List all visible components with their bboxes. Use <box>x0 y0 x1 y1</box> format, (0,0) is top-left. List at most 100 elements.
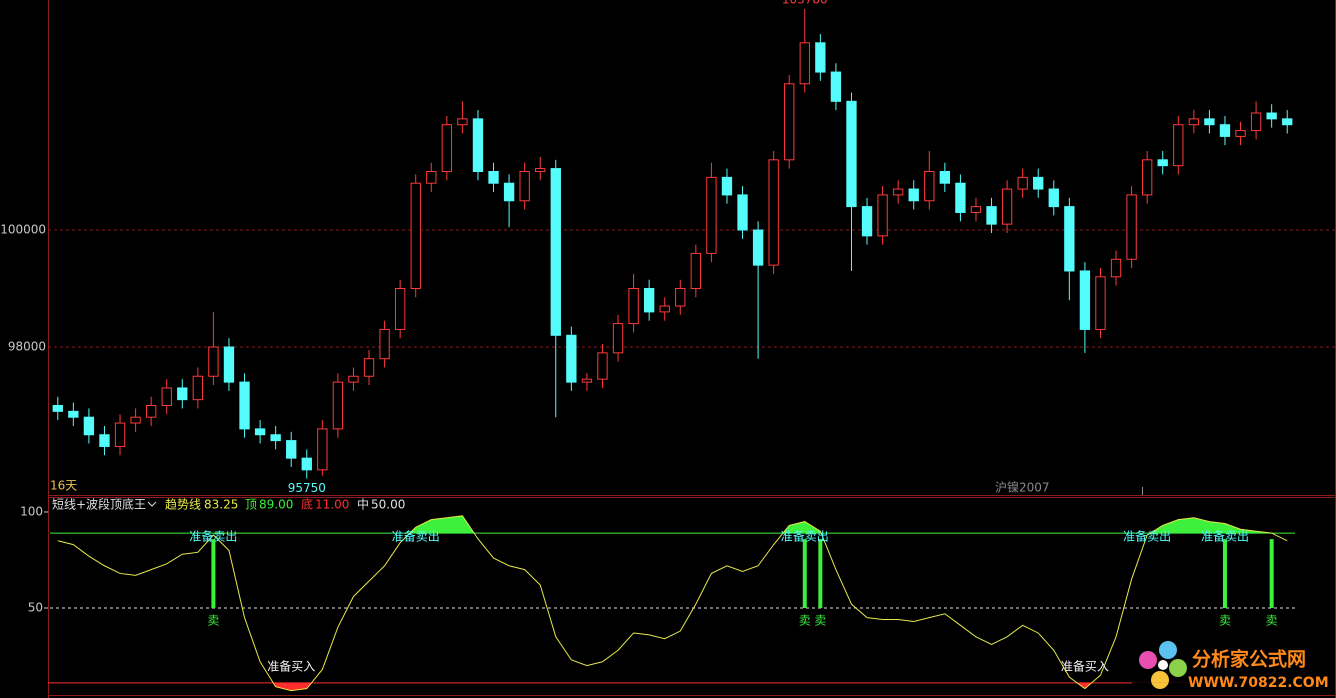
sell-signal <box>211 539 216 609</box>
candle-body <box>581 378 593 383</box>
signal-label: 卖 <box>207 614 219 628</box>
legend-level-name: 中 <box>357 497 369 512</box>
candle-body <box>690 252 702 290</box>
candle-body <box>1033 176 1044 190</box>
candle-body <box>815 42 826 73</box>
y-tick-label: 50 <box>28 601 43 615</box>
candle-body <box>52 404 63 412</box>
candle-body <box>1282 118 1293 126</box>
candle-body <box>1219 124 1231 137</box>
candle-body <box>1126 194 1137 260</box>
candle-body <box>192 375 204 401</box>
candle-body <box>270 434 281 442</box>
candle-body <box>519 171 530 202</box>
sell-signal <box>1269 539 1274 609</box>
dropdown-icon <box>147 501 157 507</box>
candle-body <box>99 434 110 447</box>
legend-series: 趋势线 <box>165 498 201 512</box>
candle-body <box>924 171 935 202</box>
candle-body <box>223 346 235 383</box>
candle-body <box>410 182 421 290</box>
watermark-name: 分析家公式网 <box>1192 648 1306 671</box>
candle-body <box>1235 130 1246 137</box>
candle-body <box>472 118 484 173</box>
legend-level-name: 顶 <box>245 498 257 512</box>
logo <box>1159 641 1177 659</box>
candle-body <box>830 71 842 102</box>
legend-level-name: 底 <box>301 497 313 512</box>
candle-body <box>1001 188 1013 225</box>
candle-body <box>908 188 919 202</box>
candle-body <box>145 404 157 418</box>
symbol-label: 沪镍2007 <box>995 481 1050 495</box>
candle-body <box>177 387 188 401</box>
logo <box>1151 671 1169 689</box>
candle-body <box>706 176 717 254</box>
candle-body <box>1250 112 1262 132</box>
candle-body <box>1110 258 1122 278</box>
overbought-area <box>409 515 1272 534</box>
candle-body <box>628 288 639 325</box>
candle-body <box>1266 112 1277 120</box>
candle-body <box>892 188 904 196</box>
sell-signal <box>1222 539 1227 609</box>
candle-body <box>1095 276 1106 330</box>
candle-body <box>130 416 141 424</box>
candle-body <box>1173 124 1184 167</box>
candle-body <box>239 381 250 430</box>
candle-body <box>332 381 344 430</box>
candle-body <box>737 194 748 231</box>
candle-body <box>643 288 655 313</box>
legend-level-value: 11.00 <box>315 498 349 512</box>
annotation: 准备买入 <box>267 659 315 673</box>
levels-legend: 顶 89.00 底 11.00 中 50.00 <box>245 497 405 512</box>
candle-body <box>68 410 79 418</box>
candle-body <box>254 428 266 436</box>
logo <box>1169 659 1187 677</box>
candle-body <box>426 171 437 184</box>
candle-body <box>317 428 328 471</box>
y-tick-label: 100 <box>20 504 43 518</box>
candle-body <box>784 83 795 161</box>
candle-body <box>721 176 733 196</box>
candle-body <box>768 159 779 266</box>
watermark: 分析家公式网 WWW.70822.COM <box>1139 641 1329 691</box>
candle-body <box>348 375 359 383</box>
annotation: 准备卖出 <box>1201 530 1249 544</box>
annotation: 准备买入 <box>1061 659 1109 673</box>
candle-body <box>550 168 561 336</box>
annotation: 准备卖出 <box>781 530 829 544</box>
candle-body <box>379 328 390 360</box>
candle-body <box>503 182 515 202</box>
max-label: 103780 <box>782 0 828 6</box>
logo <box>1158 660 1168 670</box>
candle-body <box>566 334 577 383</box>
period-label: 16天 <box>50 479 77 493</box>
logo <box>1139 651 1157 669</box>
candle-body <box>161 387 172 406</box>
signal-label: 卖 <box>799 614 811 628</box>
watermark-url: WWW.70822.COM <box>1188 675 1329 691</box>
candle-body <box>1048 188 1059 208</box>
legend-level-value: 89.00 <box>259 498 293 512</box>
candle-body <box>1188 118 1200 126</box>
candle-body <box>877 194 888 237</box>
candle-body <box>83 416 95 436</box>
candle-body <box>535 168 546 173</box>
candle-body <box>659 305 670 313</box>
sell-signal <box>802 539 807 609</box>
annotation: 准备卖出 <box>1123 530 1171 544</box>
candle-body <box>1141 159 1153 196</box>
y-tick-label: 98000 <box>8 340 46 354</box>
candle-body <box>488 171 499 184</box>
candle-body <box>612 323 624 354</box>
candle-body <box>597 352 608 380</box>
legend-level-value: 50.00 <box>371 498 405 512</box>
candle-body <box>861 206 873 237</box>
candle-body <box>301 457 312 471</box>
candle-body <box>799 42 810 85</box>
candle-body <box>208 346 219 377</box>
candle-body <box>1204 118 1215 126</box>
